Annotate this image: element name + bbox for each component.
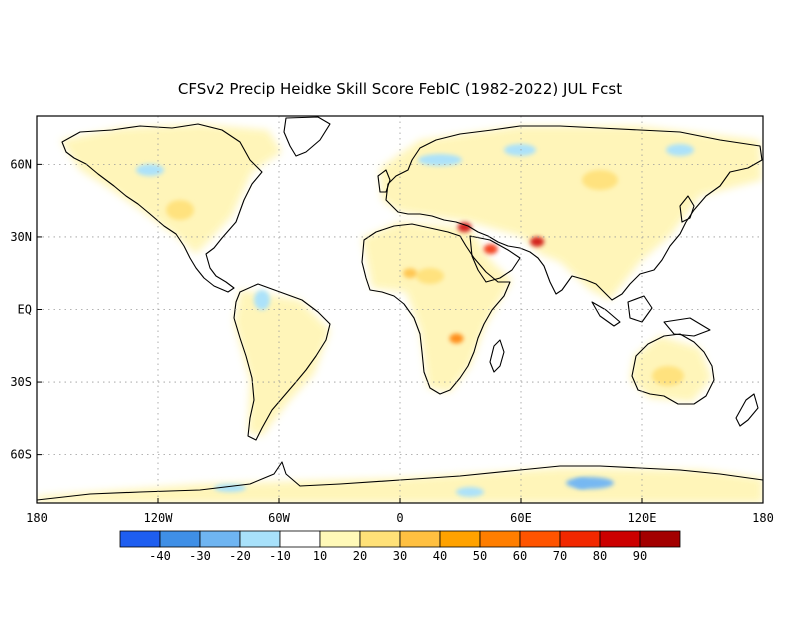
eurasia-shading [380, 126, 762, 300]
sumatra-coast [591, 301, 621, 327]
skill-hotspot [574, 478, 589, 489]
lat-tick-label: 60N [10, 157, 32, 171]
lon-tick-label: 180 [752, 511, 774, 525]
colorbar-swatch [599, 530, 641, 548]
lon-tick-label: 120E [628, 511, 657, 525]
madagascar-coast [489, 339, 505, 373]
colorbar-swatch [239, 530, 281, 548]
colorbar-label: 60 [513, 549, 527, 563]
arabia-coast [469, 235, 521, 283]
chart-title: CFSv2 Precip Heidke Skill Score FebIC (1… [178, 80, 622, 98]
skill-hotspot [457, 222, 472, 233]
antarctica-coast [37, 461, 763, 501]
lon-tick-label: 180 [26, 511, 48, 525]
colorbar-swatch [199, 530, 241, 548]
gridlines [37, 116, 763, 503]
colorbar-swatch [439, 530, 481, 548]
colorbar-swatch [399, 530, 441, 548]
lon-tick-label: 60E [510, 511, 532, 525]
eurasia-coast [385, 125, 763, 301]
australia-coast [631, 333, 715, 405]
new-guinea-coast [663, 317, 711, 337]
south-america-coast [233, 283, 331, 441]
lat-tick-label: 60S [10, 448, 32, 462]
colorbar-swatch [359, 530, 401, 548]
colorbar-label: 80 [593, 549, 607, 563]
colorbar-label: 50 [473, 549, 487, 563]
north-america-shading [60, 124, 282, 254]
uk-coast [377, 169, 391, 193]
colorbar-label: -20 [229, 549, 251, 563]
colorbar-swatch [559, 530, 601, 548]
lat-tick-label: 30N [10, 230, 32, 244]
south-america-shading [234, 290, 330, 436]
colorbar-label: -40 [149, 549, 171, 563]
japan-coast [679, 195, 695, 223]
colorbar-swatch [639, 530, 681, 548]
colorbar-swatch [279, 530, 321, 548]
map-plot-area [37, 116, 763, 503]
colorbar-label: 10 [313, 549, 327, 563]
lon-tick-label: 0 [396, 511, 403, 525]
coastlines [37, 116, 763, 501]
borneo-coast [627, 295, 653, 323]
longitude-tick-labels: 180 120W 60W 0 60E 120E 180 [26, 498, 774, 525]
colorbar-swatch [519, 530, 561, 548]
colorbar-swatch [319, 530, 361, 548]
colorbar-label: 70 [553, 549, 567, 563]
lat-tick-label: EQ [18, 303, 32, 317]
colorbar-swatch [479, 530, 521, 548]
africa-coast [361, 223, 511, 395]
colorbar-label: -10 [269, 549, 291, 563]
lat-tick-label: 30S [10, 375, 32, 389]
latitude-tick-labels: 60N 30N EQ 30S 60S [10, 157, 42, 462]
skill-hotspot [403, 268, 418, 279]
skill-hotspot [483, 244, 498, 255]
colorbar-label: 20 [353, 549, 367, 563]
colorbar-label: 40 [433, 549, 447, 563]
lon-tick-label: 120W [144, 511, 174, 525]
new-zealand-coast [735, 393, 759, 427]
skill-hotspot [449, 333, 464, 344]
colorbar-swatch [119, 530, 161, 548]
colorbar-label: -30 [189, 549, 211, 563]
colorbar-swatch [159, 530, 201, 548]
colorbar-label: 30 [393, 549, 407, 563]
colorbar-label: 90 [633, 549, 647, 563]
skill-hotspot [530, 236, 545, 247]
greenland-coast [283, 116, 331, 157]
lon-tick-label: 60W [268, 511, 290, 525]
north-america-coast [61, 123, 263, 293]
colorbar: -40 -30 -20 -10 10 20 30 40 50 60 70 80 90 [119, 530, 681, 563]
